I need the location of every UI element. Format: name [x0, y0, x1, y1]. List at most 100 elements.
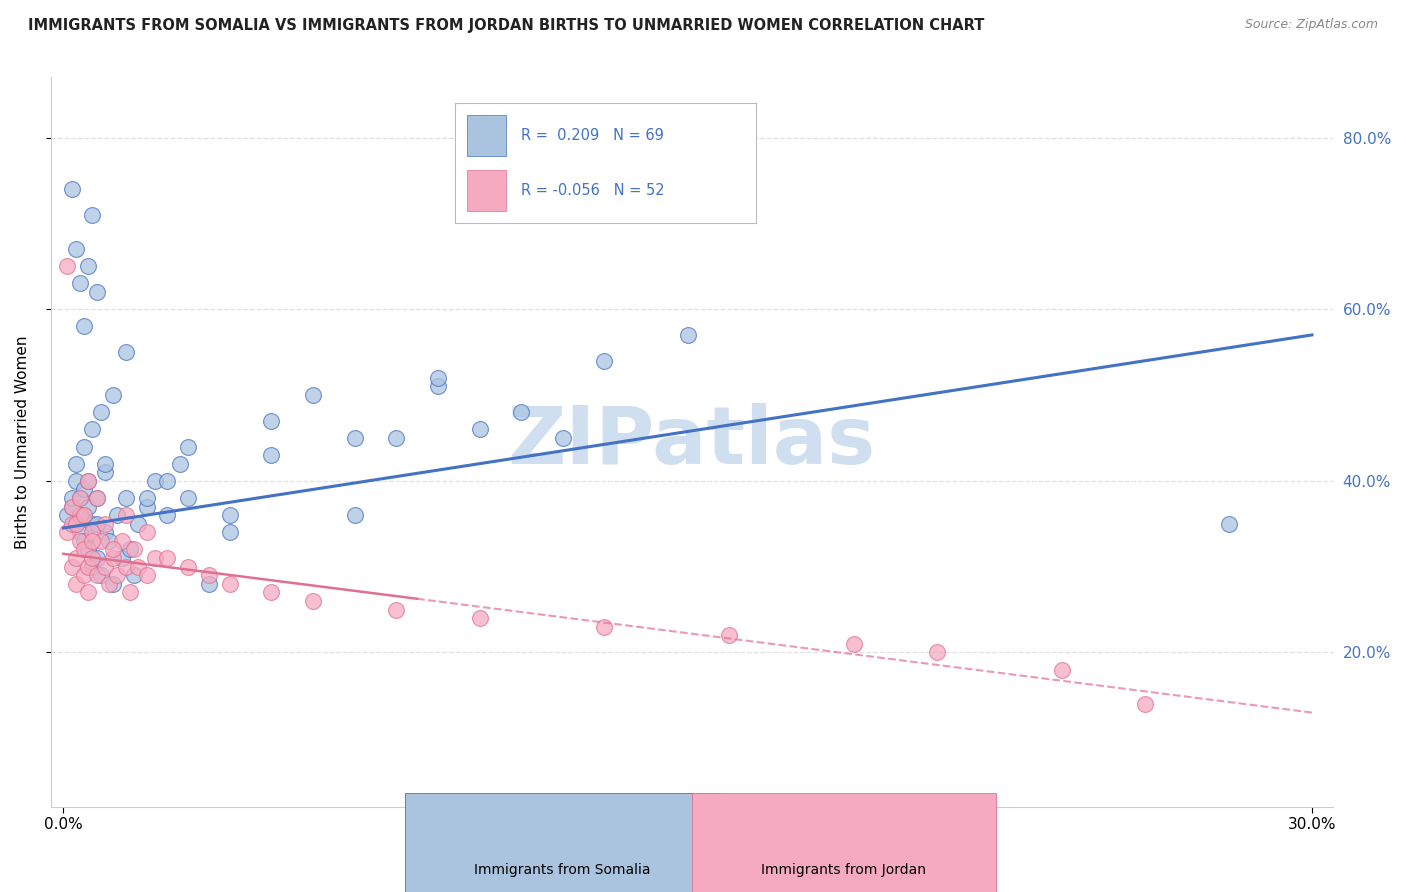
Point	[177, 440, 200, 454]
Point	[169, 457, 191, 471]
Text: Source: ZipAtlas.com: Source: ZipAtlas.com	[1244, 18, 1378, 31]
Point	[103, 551, 125, 566]
Point	[260, 448, 283, 462]
Point	[90, 533, 112, 548]
Point	[122, 568, 145, 582]
Point	[65, 516, 87, 531]
Point	[69, 533, 91, 548]
Point	[218, 577, 240, 591]
Point	[69, 491, 91, 505]
Point	[56, 508, 79, 523]
Point	[65, 577, 87, 591]
Text: Immigrants from Somalia: Immigrants from Somalia	[474, 863, 651, 877]
Point	[385, 602, 408, 616]
Point	[86, 568, 108, 582]
Point	[82, 422, 104, 436]
Point	[60, 500, 83, 514]
Point	[118, 542, 141, 557]
Text: IMMIGRANTS FROM SOMALIA VS IMMIGRANTS FROM JORDAN BIRTHS TO UNMARRIED WOMEN CORR: IMMIGRANTS FROM SOMALIA VS IMMIGRANTS FR…	[28, 18, 984, 33]
Point	[103, 388, 125, 402]
Point	[82, 516, 104, 531]
Point	[73, 508, 96, 523]
Point	[82, 551, 104, 566]
Point	[842, 637, 865, 651]
Point	[77, 559, 100, 574]
Point	[69, 525, 91, 540]
Point	[468, 422, 491, 436]
Point	[73, 568, 96, 582]
Point	[156, 551, 179, 566]
Point	[65, 516, 87, 531]
Point	[110, 533, 132, 548]
Point	[94, 465, 117, 479]
Point	[343, 431, 366, 445]
Point	[60, 491, 83, 505]
Point	[94, 525, 117, 540]
Point	[118, 585, 141, 599]
Point	[69, 491, 91, 505]
Point	[65, 551, 87, 566]
Point	[98, 533, 121, 548]
Point	[69, 508, 91, 523]
Point	[510, 405, 533, 419]
Point	[135, 500, 157, 514]
Point	[135, 525, 157, 540]
Point	[86, 285, 108, 299]
Point	[110, 551, 132, 566]
Point	[73, 542, 96, 557]
Point	[593, 353, 616, 368]
Point	[77, 474, 100, 488]
Point	[56, 260, 79, 274]
Point	[77, 260, 100, 274]
Point	[198, 577, 221, 591]
Point	[94, 457, 117, 471]
Point	[198, 568, 221, 582]
Point	[551, 431, 574, 445]
Point	[73, 440, 96, 454]
Point	[73, 508, 96, 523]
Point	[90, 405, 112, 419]
Point	[143, 551, 166, 566]
Point	[1052, 663, 1074, 677]
Point	[302, 594, 325, 608]
Point	[82, 525, 104, 540]
Text: Immigrants from Jordan: Immigrants from Jordan	[761, 863, 927, 877]
Point	[94, 516, 117, 531]
Point	[302, 388, 325, 402]
Point	[98, 577, 121, 591]
Point	[343, 508, 366, 523]
Point	[65, 474, 87, 488]
Point	[385, 431, 408, 445]
Point	[143, 474, 166, 488]
Point	[135, 568, 157, 582]
Point	[103, 542, 125, 557]
Point	[1135, 697, 1157, 711]
Point	[426, 379, 449, 393]
Point	[86, 551, 108, 566]
Point	[177, 559, 200, 574]
Point	[69, 508, 91, 523]
Point	[107, 568, 129, 582]
Point	[127, 516, 149, 531]
Point	[114, 508, 136, 523]
Point	[77, 500, 100, 514]
Point	[94, 559, 117, 574]
Point	[103, 577, 125, 591]
Point	[426, 371, 449, 385]
Point	[156, 508, 179, 523]
Point	[135, 491, 157, 505]
Point	[60, 182, 83, 196]
Point	[60, 516, 83, 531]
Point	[177, 491, 200, 505]
Point	[107, 508, 129, 523]
Point	[73, 319, 96, 334]
Point	[82, 559, 104, 574]
Point	[218, 508, 240, 523]
Point	[60, 559, 83, 574]
Point	[77, 585, 100, 599]
Point	[69, 277, 91, 291]
Text: ZIPatlas: ZIPatlas	[508, 403, 876, 481]
Point	[927, 645, 949, 659]
Point	[260, 414, 283, 428]
Point	[86, 491, 108, 505]
